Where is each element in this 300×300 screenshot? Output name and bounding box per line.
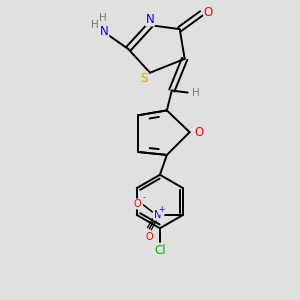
Text: +: + — [158, 206, 164, 214]
Text: -: - — [143, 194, 146, 202]
Text: O: O — [146, 232, 153, 242]
Text: O: O — [194, 126, 203, 139]
Text: S: S — [140, 72, 148, 85]
Text: H: H — [99, 13, 106, 23]
Text: N: N — [146, 13, 154, 26]
Text: Cl: Cl — [154, 244, 166, 256]
Text: N: N — [100, 25, 109, 38]
Text: H: H — [192, 88, 200, 98]
Text: H: H — [91, 20, 98, 30]
Text: O: O — [134, 199, 141, 209]
Text: O: O — [204, 6, 213, 19]
Text: N: N — [154, 210, 161, 220]
